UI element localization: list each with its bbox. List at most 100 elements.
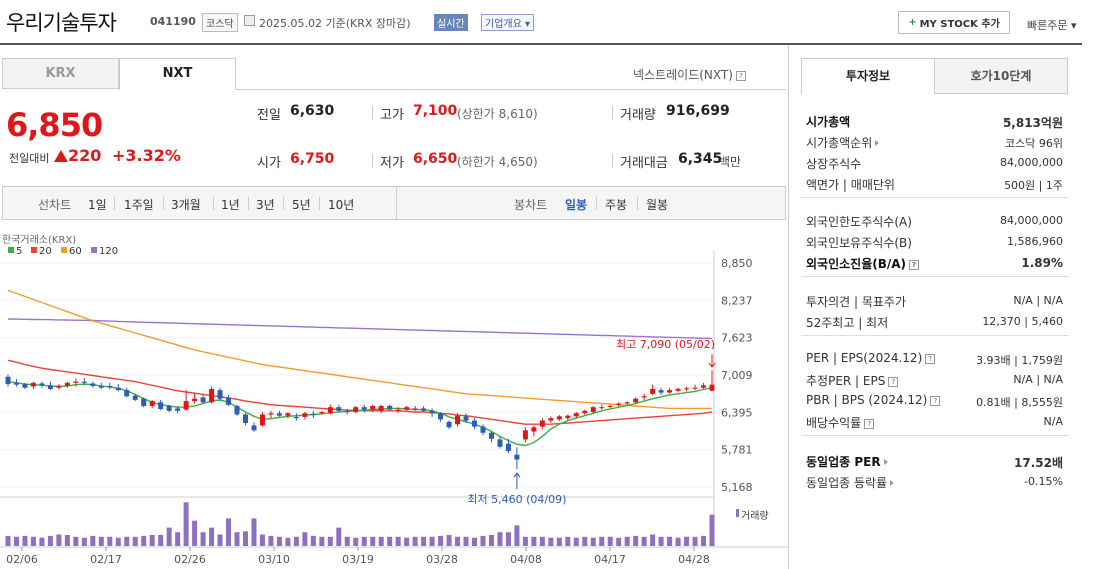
candle-body (64, 382, 70, 386)
invest-row-label: 52주최고 | 최저 (806, 316, 889, 330)
help-icon[interactable]: ? (864, 418, 875, 429)
legend-swatch (91, 247, 97, 253)
volume-value: 916,699 (666, 103, 730, 119)
candle-body (166, 405, 172, 411)
invest-row[interactable]: 추정PER | EPS? N/A | N/A (801, 369, 1069, 390)
invest-row[interactable]: 외국인소진율(B/A)? 1.89% (801, 252, 1069, 273)
invest-row-label: 외국인소진율(B/A)? (806, 255, 920, 272)
help-icon[interactable]: ? (735, 70, 746, 81)
volume-bar (30, 536, 36, 546)
period-weekly[interactable]: 주봉 (605, 198, 628, 212)
y-tick-label: 6,395 (721, 406, 753, 419)
volume-bar (242, 531, 248, 546)
candle-body (344, 410, 350, 413)
volume-bar (633, 535, 639, 546)
period-3m[interactable]: 3개월 (171, 198, 201, 212)
period-10y[interactable]: 10년 (328, 198, 355, 212)
period-daily[interactable]: 일봉 (565, 198, 588, 212)
candle-body (684, 388, 690, 390)
invest-row[interactable]: 시가총액순위 코스닥 96위 (801, 131, 1069, 152)
invest-row-value: 3.93배 | 1,759원 (976, 354, 1063, 367)
price-chart[interactable]: 8,850 8,237 7,623 7,009 6,395 5,781 5,168 한국거래소… (0, 225, 788, 569)
realtime-badge[interactable]: 실시간 (434, 14, 468, 31)
add-mystock-button[interactable]: + MY STOCK 추가 (898, 11, 1010, 34)
invest-row-label: 동일업종 등락률 (806, 474, 895, 491)
tab-orderbook[interactable]: 호가10단계 (934, 58, 1068, 94)
company-overview-button[interactable]: 기업개요 ▾ (481, 14, 534, 31)
open-value: 6,750 (290, 151, 335, 167)
volume-bar (217, 534, 223, 546)
volume-bar (310, 535, 316, 546)
divider (612, 154, 613, 168)
invest-row-value: N/A (1043, 415, 1063, 428)
chevron-right-icon[interactable] (890, 480, 895, 486)
volume-bar (641, 536, 647, 546)
invest-row[interactable]: 배당수익률? N/A (801, 411, 1069, 432)
volume-bar (90, 535, 96, 546)
invest-row[interactable]: PBR | BPS (2024.12)? 0.81배 | 8,555원 (801, 390, 1069, 411)
invest-section-foreign: 외국인한도주식수(A) 84,000,000 외국인보유주식수(B) 1,586,96… (801, 206, 1069, 277)
change-percent: +3.32% (112, 146, 181, 165)
period-1y[interactable]: 1년 (221, 198, 240, 212)
help-icon[interactable]: ? (925, 353, 936, 364)
plus-icon: + (908, 17, 917, 28)
help-icon[interactable]: ? (888, 376, 899, 387)
volume-bar (421, 536, 427, 546)
amount-unit: 백만 (719, 155, 742, 169)
invest-row: 외국인한도주식수(A) 84,000,000 (801, 210, 1069, 231)
x-tick-label: 04/08 (510, 553, 542, 566)
candle-body (438, 413, 444, 420)
candle-body (455, 415, 461, 425)
volume-bar (344, 536, 350, 546)
period-monthly[interactable]: 월봉 (646, 198, 669, 212)
volume-bar (81, 537, 87, 546)
volume-bar (285, 537, 291, 546)
candle-body (39, 383, 45, 386)
invest-row-value: 84,000,000 (1000, 214, 1063, 227)
volume-bar (166, 527, 172, 546)
legend-swatch (8, 247, 14, 253)
candle-body (13, 382, 19, 385)
quick-order-button[interactable]: 빠른주문 ▾ (1027, 19, 1077, 32)
x-tick-label: 04/17 (594, 553, 626, 566)
header-divider (0, 43, 1082, 45)
period-3y[interactable]: 3년 (256, 198, 275, 212)
tab-invest-info[interactable]: 투자정보 (801, 58, 935, 94)
help-icon[interactable]: ? (909, 259, 920, 270)
invest-row-label: PBR | BPS (2024.12)? (806, 393, 941, 407)
invest-row[interactable]: 동일업종 PER 17.52배 (801, 450, 1069, 471)
candle-body (107, 385, 113, 388)
volume-bar (387, 536, 393, 546)
y-tick-label: 8,237 (721, 294, 753, 307)
chevron-right-icon[interactable] (875, 140, 880, 146)
candle-body (22, 384, 28, 388)
candle-body (667, 390, 673, 393)
nextrade-link[interactable]: 넥스트레이드(NXT)? (633, 66, 746, 83)
volume-bar (158, 534, 164, 546)
period-1d[interactable]: 1일 (88, 198, 107, 212)
help-icon[interactable]: ? (930, 395, 941, 406)
candle-body (675, 388, 681, 391)
stock-code: 041190 (150, 15, 196, 28)
legend-swatch (31, 247, 37, 253)
tab-krx[interactable]: KRX (2, 58, 119, 89)
volume-bar (175, 532, 181, 546)
prev-close-label: 전일 (257, 108, 281, 123)
candle-body (132, 395, 138, 400)
tab-nxt[interactable]: NXT (119, 58, 236, 90)
volume-bar (488, 534, 494, 546)
upper-limit: (상한가 8,610) (457, 107, 538, 121)
candle-body (141, 398, 147, 406)
volume-bar (13, 536, 19, 546)
candle-body (234, 405, 240, 415)
period-5y[interactable]: 5년 (292, 198, 311, 212)
invest-row[interactable]: PER | EPS(2024.12)? 3.93배 | 1,759원 (801, 348, 1069, 369)
invest-row-label: 추정PER | EPS? (806, 372, 899, 389)
volume-bar (200, 532, 206, 546)
chevron-right-icon[interactable] (883, 459, 888, 465)
volume-bar (107, 536, 113, 546)
period-bar (2, 186, 786, 220)
period-1w[interactable]: 1주일 (124, 198, 154, 212)
change-label: 전일대비 (9, 152, 50, 165)
invest-row[interactable]: 동일업종 등락률 -0.15% (801, 471, 1069, 492)
